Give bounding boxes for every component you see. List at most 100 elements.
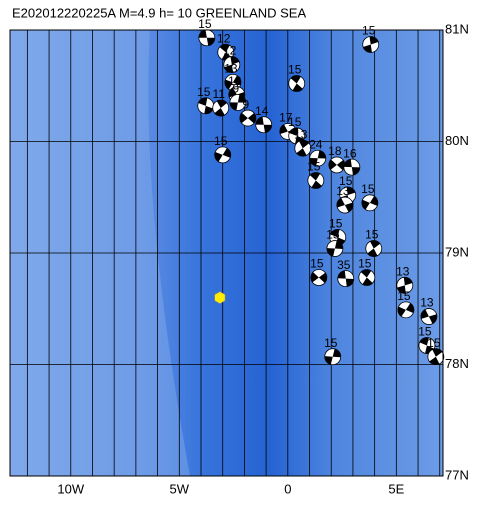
depth-label: 12 (217, 31, 231, 45)
beachball-quadrant (324, 348, 341, 365)
beachball-quadrant (310, 272, 327, 283)
depth-label: 15 (418, 325, 432, 339)
focal-mechanism: 14 (255, 104, 273, 134)
depth-label: 15 (339, 174, 353, 188)
beachball-quadrant (198, 29, 215, 46)
beachball-quadrant (219, 44, 232, 61)
focal-mechanism: 15 (307, 160, 325, 189)
depth-label: 17 (279, 111, 293, 125)
focal-mechanism: 15 (288, 115, 306, 145)
x-tick-label: 0 (284, 481, 291, 496)
beachball-quadrant (229, 94, 246, 111)
depth-label: 15 (324, 336, 338, 350)
beachball-quadrant (198, 97, 214, 114)
beachball-quadrant (326, 240, 343, 257)
depth-label: 15 (198, 17, 212, 31)
beachball-quadrant (397, 277, 413, 294)
focal-mechanism: 13 (420, 296, 438, 325)
depth-label: 18 (328, 144, 342, 158)
depth-label: 15 (197, 85, 211, 99)
depth-label: 15 (310, 257, 324, 271)
depth-label: 9 (243, 97, 250, 111)
focal-mechanism: 13 (396, 265, 414, 294)
x-tick-label: 5W (170, 481, 190, 496)
y-tick-label: 80N (445, 133, 469, 148)
depth-label: 15 (361, 182, 375, 196)
depth-label: 14 (255, 104, 269, 118)
beachball-quadrant (419, 337, 435, 354)
focal-mechanism: 15 (326, 228, 344, 257)
depth-label: 11 (213, 87, 226, 101)
depth-label: 15 (358, 257, 372, 271)
beachball-quadrant (255, 116, 272, 133)
beachball-quadrant (420, 309, 437, 324)
beachball-quadrant (239, 112, 256, 124)
depth-label: 15 (329, 217, 343, 231)
depth-label: 15 (362, 24, 376, 38)
y-tick-label: 79N (445, 244, 469, 259)
focal-mechanism: 15 (214, 134, 232, 164)
depth-label: 15 (427, 336, 441, 350)
depth-label: 15 (214, 134, 228, 148)
focal-mechanism: 13 (336, 184, 354, 214)
beachball-quadrant (289, 127, 305, 144)
beachball-quadrant (224, 75, 241, 90)
beachball-quadrant (343, 159, 360, 176)
beachball-quadrant (429, 348, 443, 365)
depth-label: 13 (294, 127, 308, 141)
focal-mechanism: 15 (427, 336, 445, 366)
focal-mechanism: 16 (343, 146, 361, 176)
x-tick-label: 5E (388, 481, 404, 496)
beachball-quadrant (290, 75, 303, 92)
depth-label: 15 (307, 160, 321, 174)
depth-label: 13 (228, 74, 242, 88)
focal-mechanism: 15 (310, 257, 328, 286)
focal-mechanism: 9 (239, 97, 257, 127)
beachball-quadrant (367, 240, 381, 257)
y-tick-label: 77N (445, 467, 469, 482)
beachball-quadrant (296, 140, 310, 157)
focal-mechanism: 15 (288, 63, 306, 92)
depth-label: 15 (397, 289, 411, 303)
depth-label: 15 (288, 115, 302, 129)
focal-mechanism: 35 (337, 258, 355, 288)
beachball-quadrant (330, 229, 346, 246)
focal-mechanism: 13 (294, 127, 312, 157)
epicenter (214, 291, 226, 304)
focal-mechanism: 15 (418, 325, 436, 354)
focal-mechanism: 15 (365, 228, 383, 257)
depth-label: 16 (343, 146, 357, 160)
beachball-quadrant (309, 172, 322, 189)
beachball-quadrant (328, 159, 345, 171)
beachball-quadrant (309, 150, 326, 167)
focal-mechanism: 15 (397, 289, 415, 319)
beachball-quadrant (397, 303, 414, 317)
focal-mechanism: 12 (223, 44, 241, 73)
map-frame (9, 29, 444, 477)
beachball-quadrant (336, 197, 353, 213)
beachball-quadrant (337, 270, 354, 287)
focal-mechanism: 15 (198, 17, 216, 47)
y-tick-label: 81N (445, 21, 469, 36)
depth-label: 9 (233, 82, 240, 96)
focal-mechanism: 15 (197, 85, 215, 115)
beachball-quadrant (214, 100, 227, 117)
beachball-quadrant (360, 269, 373, 286)
depth-label: 13 (396, 265, 410, 279)
focal-mechanism: 11 (212, 87, 230, 117)
focal-mechanism: 15 (362, 24, 380, 53)
focal-mechanism: 15 (361, 182, 379, 212)
map-title: E202012220225A M=4.9 h= 10 GREENLAND SEA (12, 5, 306, 20)
depth-label: 12 (223, 44, 237, 58)
depth-label: 35 (337, 258, 351, 272)
focal-mechanism: 15 (324, 336, 342, 366)
beachball-quadrant (361, 196, 378, 210)
beachball-quadrant (214, 148, 231, 162)
depth-label: 13 (420, 296, 434, 310)
depth-label: 13 (336, 184, 350, 198)
focal-mechanism: 9 (229, 82, 247, 111)
y-tick-label: 78N (445, 356, 469, 371)
depth-label: 13 (224, 62, 238, 76)
depth-label: 24 (309, 137, 323, 151)
